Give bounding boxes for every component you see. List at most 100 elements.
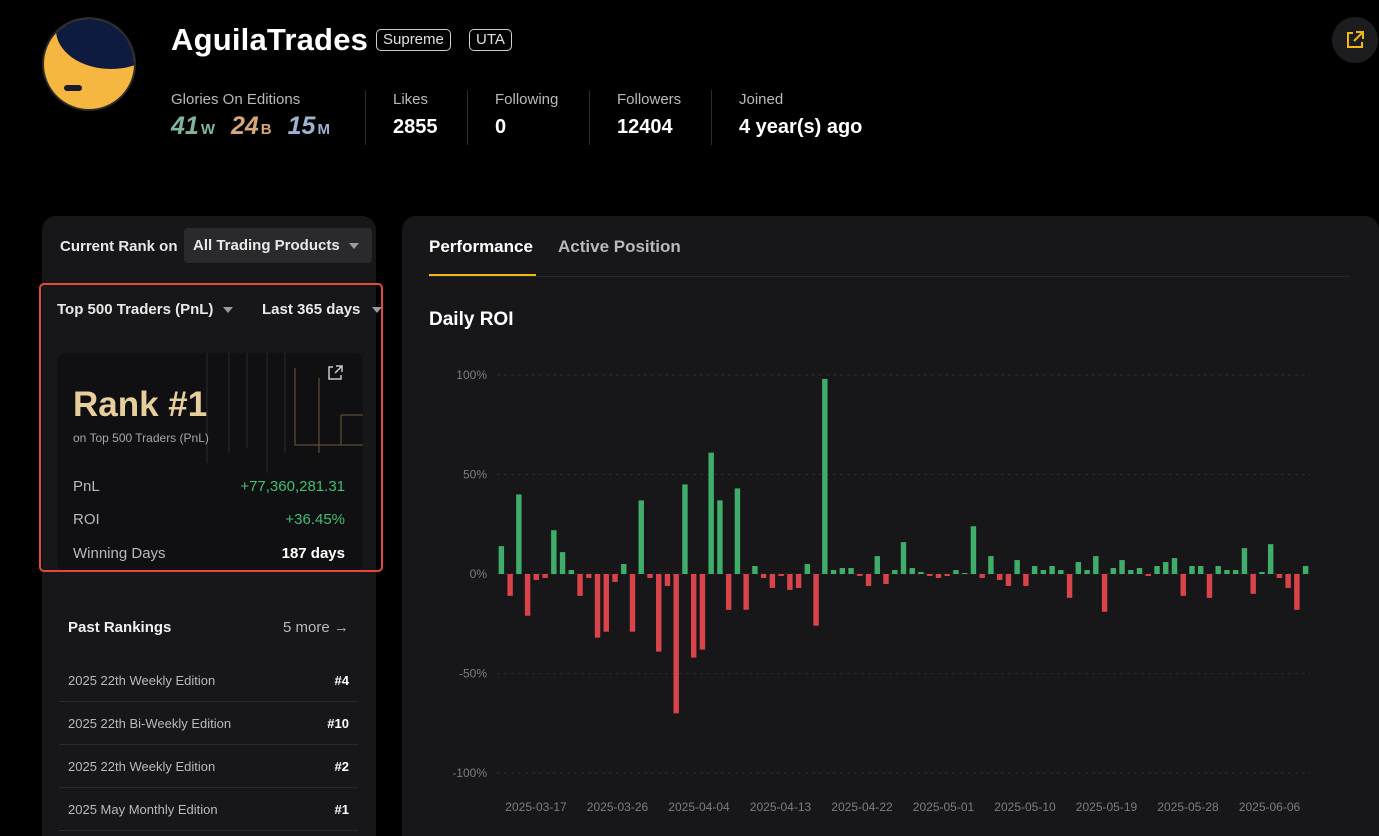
performance-panel bbox=[402, 216, 1379, 836]
winning-days-row: Winning Days 187 days bbox=[73, 545, 345, 562]
glory-w: 41 W bbox=[171, 112, 215, 140]
followers-stat[interactable]: Followers 12404 bbox=[617, 91, 681, 139]
x-tick-label: 2025-04-22 bbox=[831, 800, 893, 814]
roi-bar bbox=[743, 574, 749, 610]
x-tick-label: 2025-05-28 bbox=[1157, 800, 1219, 814]
roi-bar bbox=[1224, 570, 1230, 574]
roi-bar bbox=[1110, 568, 1117, 574]
share-profile-button[interactable] bbox=[1332, 17, 1378, 63]
period-filter[interactable]: Last 365 days bbox=[262, 301, 383, 318]
past-ranking-row[interactable]: 2025 May Monthly Edition #1 bbox=[59, 788, 358, 831]
rank-title: Rank #1 bbox=[73, 385, 208, 424]
stat-divider bbox=[711, 90, 712, 145]
edition-name: 2025 22th Bi-Weekly Edition bbox=[68, 715, 232, 731]
glories-stat: Glories On Editions 41 W 24 B 15 M bbox=[171, 91, 346, 141]
roi-bar bbox=[1259, 572, 1265, 574]
pnl-label: PnL bbox=[73, 478, 100, 495]
past-ranking-row[interactable]: 2025 22th Weekly Edition #2 bbox=[59, 745, 358, 788]
trading-product-select[interactable]: All Trading Products bbox=[184, 228, 372, 263]
edition-name: 2025 May Monthly Edition bbox=[68, 801, 218, 817]
roi-bar bbox=[918, 572, 924, 574]
x-tick-label: 2025-05-01 bbox=[913, 800, 975, 814]
chevron-down-icon bbox=[372, 307, 383, 314]
following-label: Following bbox=[495, 91, 559, 108]
y-tick-label: -100% bbox=[452, 766, 487, 780]
past-ranking-row[interactable]: 2025 22th Bi-Weekly Edition #10 bbox=[59, 702, 358, 745]
x-tick-label: 2025-05-19 bbox=[1076, 800, 1138, 814]
past-rankings-title: Past Rankings bbox=[68, 619, 172, 636]
rank-subtitle: on Top 500 Traders (PnL) bbox=[73, 431, 209, 445]
y-tick-label: 0% bbox=[470, 567, 488, 581]
roi-bar bbox=[594, 574, 601, 638]
roi-bar bbox=[577, 574, 583, 596]
x-tick-label: 2025-03-17 bbox=[505, 800, 567, 814]
roi-bar bbox=[1198, 566, 1204, 574]
leaderboard-filter[interactable]: Top 500 Traders (PnL) bbox=[57, 301, 234, 318]
roi-bar bbox=[1250, 574, 1256, 594]
roi-bar bbox=[822, 378, 828, 574]
edition-rank: #1 bbox=[334, 801, 349, 817]
chevron-down-icon bbox=[223, 307, 234, 314]
roi-bar bbox=[1171, 558, 1178, 574]
glories-values: 41 W 24 B 15 M bbox=[171, 112, 346, 141]
roi-bar bbox=[629, 574, 636, 632]
roi-bar bbox=[1163, 562, 1169, 574]
x-tick-label: 2025-04-13 bbox=[750, 800, 812, 814]
roi-bar bbox=[1119, 560, 1125, 574]
joined-value: 4 year(s) ago bbox=[739, 116, 863, 138]
following-stat[interactable]: Following 0 bbox=[495, 91, 558, 139]
roi-bar bbox=[533, 574, 540, 580]
stat-divider bbox=[365, 90, 366, 145]
roi-bar bbox=[839, 568, 846, 574]
roi-bar bbox=[1285, 574, 1291, 588]
period-filter-value: Last 365 days bbox=[262, 301, 361, 318]
roi-bar bbox=[892, 570, 898, 574]
username: AguilaTrades bbox=[171, 22, 369, 57]
followers-value: 12404 bbox=[617, 116, 673, 138]
roi-bar bbox=[1049, 566, 1055, 574]
tab-performance[interactable]: Performance bbox=[429, 237, 533, 256]
past-ranking-row[interactable]: 2025 22th Weekly Edition #4 bbox=[59, 659, 358, 702]
roi-bar bbox=[935, 574, 942, 578]
roi-bar bbox=[760, 574, 767, 578]
roi-bar bbox=[769, 574, 776, 588]
roi-bar bbox=[953, 570, 959, 574]
trading-product-value: All Trading Products bbox=[193, 237, 340, 254]
roi-bar bbox=[551, 530, 557, 574]
x-tick-label: 2025-04-04 bbox=[668, 800, 730, 814]
rank-card bbox=[57, 353, 363, 571]
uta-badge: UTA bbox=[469, 29, 512, 51]
roi-bar bbox=[1005, 574, 1012, 586]
glory-b: 24 B bbox=[230, 112, 272, 140]
stat-divider bbox=[467, 90, 468, 145]
roi-bar bbox=[586, 574, 592, 578]
roi-bar bbox=[883, 574, 889, 584]
roi-bar bbox=[621, 564, 627, 574]
past-rankings-more-link[interactable]: 5 more → bbox=[283, 619, 349, 636]
roi-bar bbox=[900, 542, 907, 574]
roi-row: ROI +36.45% bbox=[73, 511, 345, 528]
roi-bar bbox=[1206, 574, 1213, 598]
roi-bar bbox=[1066, 574, 1073, 598]
roi-bar bbox=[717, 500, 723, 574]
roi-bar bbox=[1014, 560, 1020, 574]
external-link-icon[interactable] bbox=[326, 364, 344, 382]
y-tick-label: 100% bbox=[456, 368, 487, 382]
glory-m: 15 M bbox=[287, 112, 330, 140]
x-tick-label: 2025-05-10 bbox=[994, 800, 1056, 814]
x-tick-label: 2025-03-26 bbox=[587, 800, 649, 814]
roi-bar bbox=[1294, 574, 1300, 610]
roi-bar bbox=[682, 484, 688, 574]
roi-bar bbox=[1075, 562, 1082, 574]
roi-bar bbox=[1058, 570, 1064, 574]
roi-bar bbox=[542, 574, 548, 578]
roi-bar bbox=[603, 574, 609, 632]
tab-active-position[interactable]: Active Position bbox=[558, 237, 681, 256]
roi-bar bbox=[1128, 570, 1134, 574]
avatar-mouth bbox=[64, 85, 82, 91]
roi-bar bbox=[656, 574, 662, 652]
roi-bar bbox=[813, 574, 819, 626]
roi-bar bbox=[1023, 574, 1029, 586]
roi-bar bbox=[874, 556, 880, 574]
followers-label: Followers bbox=[617, 91, 682, 108]
